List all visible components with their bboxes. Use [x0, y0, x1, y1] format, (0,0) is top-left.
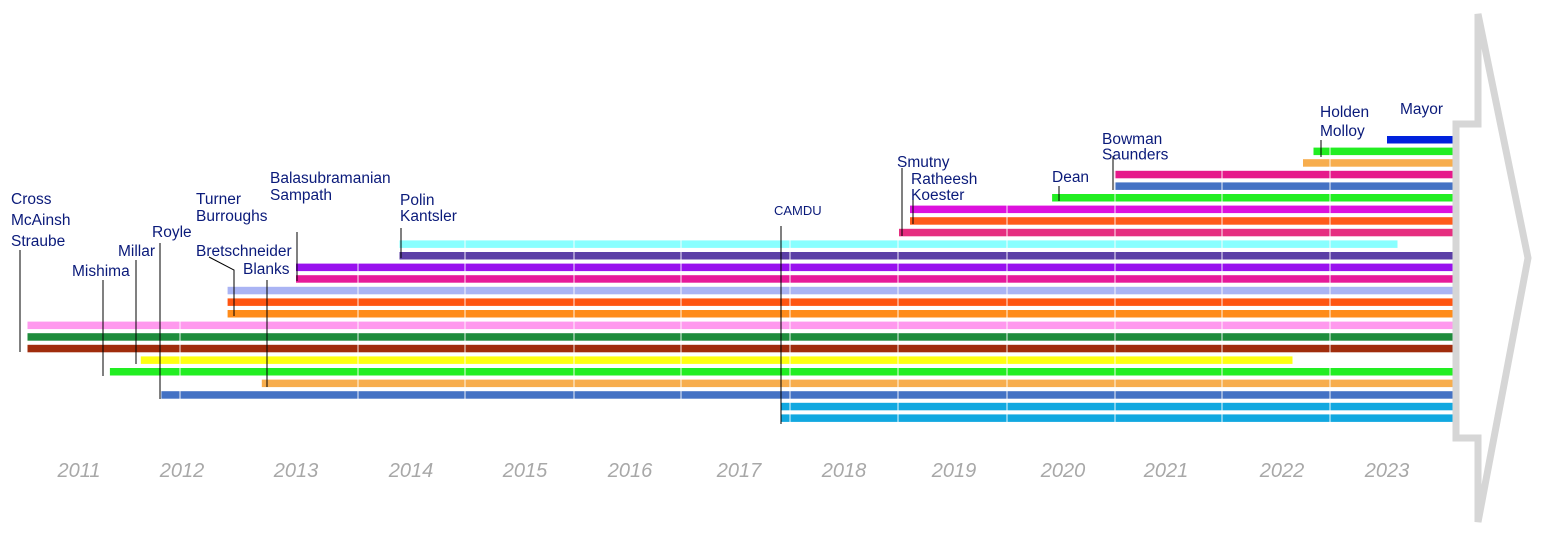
year-tick-label: 2022	[1259, 460, 1305, 482]
year-tick-label: 2011	[56, 460, 100, 482]
series-name-label: Mishima	[72, 263, 130, 280]
series-name-label: Mayor	[1400, 101, 1443, 118]
timeline-bar	[399, 252, 1454, 260]
timeline-bar	[1114, 170, 1454, 179]
timeline-bar	[1303, 159, 1454, 167]
series-name-label: Bretschneider	[196, 243, 292, 260]
series-name-label: CAMDU	[774, 203, 822, 218]
timeline-bar	[296, 263, 1454, 272]
series-name-label: Blanks	[243, 261, 290, 278]
leader-line-group	[19, 140, 1322, 424]
timeline-bar	[910, 205, 1454, 214]
timeline-bar	[161, 391, 1454, 399]
year-tick-label: 2015	[502, 460, 548, 482]
year-tick-label: 2016	[607, 460, 653, 482]
timeline-bar	[910, 217, 1454, 225]
year-tick-label: 2023	[1364, 460, 1410, 482]
timeline-bar	[27, 321, 1454, 330]
year-tick-label: 2019	[931, 460, 977, 482]
year-tick-label: 2020	[1040, 460, 1086, 482]
arrow-icon	[1452, 13, 1532, 523]
bar-group	[27, 136, 1455, 422]
timeline-bar	[296, 275, 1454, 283]
series-name-label: Bowman Saunders	[1102, 131, 1169, 164]
series-name-label: Turner Burroughs	[196, 191, 268, 225]
timeline-bar	[261, 379, 1454, 388]
timeline-bar	[27, 333, 1454, 341]
timeline-bar	[1114, 182, 1454, 190]
timeline-bar	[227, 298, 1455, 306]
timeline-bar	[781, 402, 1454, 411]
year-tick-label: 2014	[388, 460, 434, 482]
gridline-group	[179, 134, 1331, 430]
series-name-label: Millar	[118, 243, 155, 260]
timeline-bar	[227, 310, 1455, 318]
series-name-label: Ratheesh Koester	[911, 171, 977, 204]
series-name-label: Polin Kantsler	[400, 192, 457, 225]
timeline-bar	[27, 344, 1454, 353]
timeline-bar	[109, 368, 1454, 376]
series-name-label: Holden Molloy	[1320, 104, 1369, 140]
year-tick-label: 2012	[159, 460, 205, 482]
series-name-label: Balasubramanian Sampath	[270, 170, 391, 204]
timeline-bar	[1052, 194, 1454, 202]
timeline-bar	[140, 356, 1293, 364]
timeline-bar	[1387, 136, 1454, 144]
series-name-label: Dean	[1052, 169, 1089, 186]
timeline-bar	[227, 286, 1455, 295]
year-tick-label: 2017	[716, 460, 762, 482]
timeline-bar	[1313, 147, 1454, 156]
series-name-label: Cross McAinsh Straube	[11, 191, 70, 250]
year-tick-label: 2018	[821, 460, 867, 482]
timeline-bar	[781, 414, 1454, 422]
year-tick-group: 2011 2012 2013 2014 2015 2016 2017 2018 2019 2020…	[56, 460, 1409, 482]
series-name-label: Smutny	[897, 154, 950, 171]
year-tick-label: 2021	[1143, 460, 1189, 482]
year-tick-label: 2013	[273, 460, 319, 482]
series-name-label: Royle	[152, 224, 192, 241]
leader-line	[208, 256, 235, 316]
timeline-bar	[899, 228, 1454, 237]
